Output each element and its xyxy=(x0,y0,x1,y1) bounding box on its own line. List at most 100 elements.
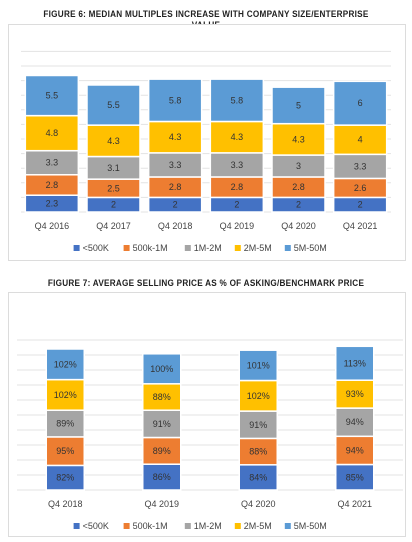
fig6-data-label: 4.3 xyxy=(107,136,120,146)
fig6-bar-segment xyxy=(147,78,203,123)
fig6-data-label: 4.8 xyxy=(46,128,59,138)
fig7-data-label: 94% xyxy=(346,445,364,455)
fig7-data-label: 95% xyxy=(56,446,74,456)
fig6-bar-segment xyxy=(271,86,326,125)
fig7-data-label: 85% xyxy=(346,472,364,482)
fig7-data-label: 100% xyxy=(150,364,173,374)
figure-7-panel: 82% 95% 89% 102% 102% Q4 2018 86% 89% 91% 88% 100%… xyxy=(8,292,406,537)
fig6-data-label: 3 xyxy=(296,161,301,171)
figure-7-title: FIGURE 7: AVERAGE SELLING PRICE AS % OF … xyxy=(47,278,365,289)
fig7-bar-segment xyxy=(335,463,375,491)
fig7-bar-segment xyxy=(335,407,375,438)
fig7-bar-segment xyxy=(45,348,85,381)
fig6-legend-label: 2M-5M xyxy=(244,243,272,253)
fig6-data-label: 6 xyxy=(358,98,363,108)
fig7-data-label: 113% xyxy=(344,358,366,368)
fig6-data-label: 2.3 xyxy=(46,199,59,209)
fig6-data-label: 4.3 xyxy=(231,132,244,142)
fig7-legend-label: <500K xyxy=(83,521,109,531)
fig6-category-label: Q4 2017 xyxy=(96,221,131,231)
fig7-data-label: 102% xyxy=(54,390,77,400)
fig6-legend-swatch xyxy=(284,245,291,251)
fig7-bar-segment xyxy=(142,463,182,491)
fig6-legend-swatch xyxy=(234,245,241,251)
fig6-bar-segment xyxy=(209,152,265,178)
fig7-data-label: 102% xyxy=(247,391,270,401)
fig6-category-label: Q4 2019 xyxy=(220,221,255,231)
fig6-legend-label: 5M-50M xyxy=(294,243,327,253)
fig7-data-label: 91% xyxy=(153,419,171,429)
fig7-data-label: 89% xyxy=(153,446,171,456)
fig6-category-label: Q4 2016 xyxy=(35,221,70,231)
fig7-legend-label: 2M-5M xyxy=(244,521,272,531)
fig7-data-label: 101% xyxy=(247,360,270,370)
fig6-legend-label: 500k-1M xyxy=(133,243,168,253)
fig7-legend-label: 1M-2M xyxy=(194,521,222,531)
fig6-bar-segment xyxy=(24,74,80,117)
fig7-legend-label: 500k-1M xyxy=(133,521,168,531)
fig7-data-label: 102% xyxy=(54,359,77,369)
fig6-bar-segment xyxy=(86,84,141,126)
fig7-bar-segment xyxy=(45,378,85,411)
fig7-legend-label: 5M-50M xyxy=(294,521,327,531)
fig7-data-label: 88% xyxy=(153,392,171,402)
fig6-data-label: 2.8 xyxy=(46,180,59,190)
figure-6-chart: 2.3 2.8 3.3 4.8 5.5 Q4 2016 2 2.5 3.1 4.3 5.5 Q4 20… xyxy=(21,50,391,253)
figure-6-panel: 2.3 2.8 3.3 4.8 5.5 Q4 2016 2 2.5 3.1 4.3 5.5 Q4 20… xyxy=(8,24,406,261)
fig7-legend-swatch xyxy=(284,523,291,529)
fig6-data-label: 3.1 xyxy=(107,163,120,173)
fig6-data-label: 2 xyxy=(234,200,239,210)
fig7-bar-segment xyxy=(142,353,182,385)
fig6-data-label: 2.8 xyxy=(169,182,182,192)
fig6-data-label: 2.8 xyxy=(292,182,305,192)
fig7-legend-swatch xyxy=(234,523,241,529)
fig6-bar-segment xyxy=(271,122,326,156)
fig7-data-label: 91% xyxy=(249,420,267,430)
fig6-data-label: 5.8 xyxy=(169,95,182,105)
fig6-data-label: 2.6 xyxy=(354,183,367,193)
fig7-bar-segment xyxy=(238,349,278,382)
fig7-category-label: Q4 2021 xyxy=(337,499,372,509)
fig6-data-label: 2 xyxy=(111,200,116,210)
fig6-bar-segment xyxy=(24,114,80,152)
fig6-legend-swatch xyxy=(123,245,130,251)
fig6-category-label: Q4 2018 xyxy=(158,221,193,231)
fig6-data-label: 3.3 xyxy=(231,160,244,170)
fig6-data-label: 2 xyxy=(296,200,301,210)
fig7-category-label: Q4 2019 xyxy=(144,499,179,509)
fig6-data-label: 2.8 xyxy=(231,182,244,192)
fig6-data-label: 5 xyxy=(296,100,301,110)
fig6-data-label: 2 xyxy=(173,200,178,210)
fig7-category-label: Q4 2018 xyxy=(48,499,83,509)
fig7-bar-segment xyxy=(142,436,182,465)
fig6-data-label: 4.3 xyxy=(169,132,182,142)
fig6-data-label: 5.5 xyxy=(46,91,59,101)
fig7-data-label: 82% xyxy=(56,473,74,483)
fig6-bar-segment xyxy=(332,153,388,180)
fig7-bar-segment xyxy=(45,464,85,491)
fig6-bar-segment xyxy=(24,149,80,176)
fig6-category-label: Q4 2020 xyxy=(281,221,316,231)
fig6-bar-segment xyxy=(209,78,265,123)
fig6-data-label: 4 xyxy=(358,135,363,145)
fig7-bar-segment xyxy=(335,345,375,381)
fig6-bar-segment xyxy=(147,152,203,178)
fig6-data-label: 2 xyxy=(358,200,363,210)
fig6-legend-swatch xyxy=(73,245,80,251)
figure-7-chart: 82% 95% 89% 102% 102% Q4 2018 86% 89% 91% 88% 100%… xyxy=(17,339,403,531)
fig6-legend-swatch xyxy=(184,245,191,251)
fig6-data-label: 5.8 xyxy=(231,95,244,105)
fig7-legend-swatch xyxy=(73,523,80,529)
fig7-bar-segment xyxy=(142,383,182,411)
fig7-data-label: 94% xyxy=(346,417,364,427)
fig6-legend-label: 1M-2M xyxy=(194,243,222,253)
fig6-data-label: 3.3 xyxy=(354,161,367,171)
fig6-bar-segment xyxy=(147,120,203,154)
fig6-bar-segment xyxy=(332,80,388,126)
fig7-bar-segment xyxy=(335,435,375,466)
fig6-legend-label: <500K xyxy=(83,243,109,253)
fig6-bar-segment xyxy=(209,120,265,154)
fig6-data-label: 2.5 xyxy=(107,183,120,193)
fig7-data-label: 93% xyxy=(346,389,364,399)
fig7-category-label: Q4 2020 xyxy=(241,499,276,509)
